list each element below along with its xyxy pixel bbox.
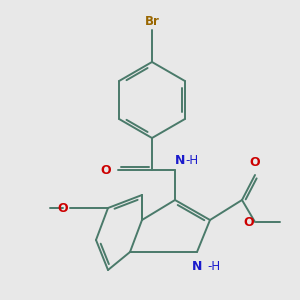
Text: Br: Br <box>145 15 159 28</box>
Text: O: O <box>250 156 260 169</box>
Text: N: N <box>175 154 185 167</box>
Text: O: O <box>243 215 254 229</box>
Text: O: O <box>57 202 68 214</box>
Text: -H: -H <box>207 260 220 273</box>
Text: -H: -H <box>185 154 198 167</box>
Text: O: O <box>100 164 111 176</box>
Text: N: N <box>192 260 202 273</box>
